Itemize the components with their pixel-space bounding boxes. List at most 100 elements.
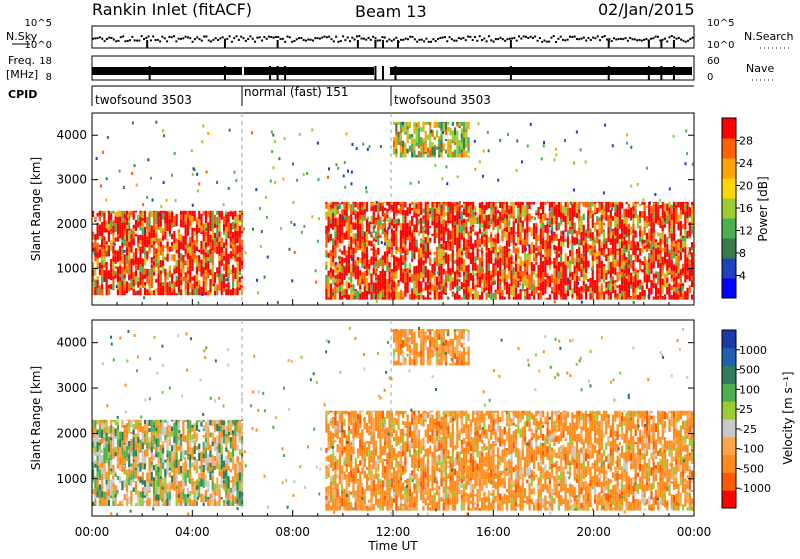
power-echo: [291, 279, 293, 282]
velocity-cell: [133, 420, 135, 422]
velocity-cell: [119, 477, 121, 484]
power-cell: [465, 205, 467, 211]
velocity-cell: [155, 464, 157, 470]
velocity-cell: [117, 476, 119, 480]
power-cell: [214, 276, 216, 283]
power-cell: [151, 245, 153, 248]
power-cell: [157, 211, 159, 212]
velocity-cell: [115, 420, 117, 425]
power-cell: [671, 275, 673, 279]
power-cell: [635, 202, 637, 204]
power-cell: [533, 245, 535, 253]
power-cell: [465, 227, 467, 234]
velocity-cell: [171, 431, 173, 437]
power-echo: [488, 149, 490, 152]
velocity-cell: [216, 478, 218, 487]
power-cell: [225, 287, 227, 289]
power-cell: [598, 251, 600, 255]
velocity-cell: [97, 452, 99, 456]
cpid-segment-2: normal (fast) 151: [244, 85, 348, 99]
power-cell: [682, 248, 684, 252]
power-cell: [456, 259, 458, 266]
power-cell: [513, 288, 515, 297]
power-cell: [212, 273, 214, 282]
power-cell: [207, 269, 209, 272]
power-echo: [356, 147, 358, 150]
velocity-cell: [99, 450, 101, 459]
power-cell: [346, 220, 348, 223]
power-cell: [146, 237, 148, 240]
nsky-point: [268, 36, 270, 38]
velocity-cell: [214, 420, 216, 421]
velocity-cell: [227, 489, 229, 492]
nsky-point: [171, 36, 173, 38]
power-cell: [470, 202, 472, 205]
velocity-cell: [151, 454, 153, 456]
power-cell: [388, 208, 390, 210]
power-cell: [409, 273, 411, 277]
power-cell: [508, 284, 510, 287]
power-cell: [214, 215, 216, 224]
power-cell: [139, 247, 141, 249]
power-cell: [626, 278, 628, 286]
power-cell: [628, 260, 630, 264]
power-cell: [517, 234, 519, 237]
velocity-cell: [162, 503, 164, 506]
power-cell: [682, 224, 684, 229]
power-cell: [440, 229, 442, 235]
power-cell: [440, 295, 442, 300]
power-cell: [623, 261, 625, 265]
power-echo: [582, 269, 584, 272]
power-cell: [438, 122, 440, 128]
power-cell: [386, 256, 388, 265]
power-cell: [601, 292, 603, 295]
power-cell: [422, 127, 424, 130]
power-cell: [103, 213, 105, 220]
power-cell: [355, 219, 357, 223]
velocity-cell: [196, 420, 198, 421]
power-echo: [160, 205, 162, 208]
power-cell: [440, 248, 442, 256]
velocity-cell: [196, 446, 198, 450]
power-cell: [506, 212, 508, 214]
power-cell: [515, 248, 517, 254]
power-cell: [626, 292, 628, 300]
power-cell: [447, 248, 449, 251]
power-cell: [203, 230, 205, 237]
power-cell: [612, 216, 614, 221]
power-cell: [551, 218, 553, 223]
power-cell: [662, 209, 664, 216]
power-cell: [370, 216, 372, 220]
power-cell: [594, 250, 596, 253]
power-cell: [639, 217, 641, 223]
velocity-cell: [166, 457, 168, 461]
power-cell: [218, 234, 220, 238]
power-cell: [436, 247, 438, 251]
power-cell: [648, 288, 650, 295]
nsky-point: [321, 37, 323, 39]
power-cell: [205, 279, 207, 284]
velocity-cell: [130, 439, 132, 446]
power-cell: [108, 245, 110, 248]
power-cell: [628, 298, 630, 300]
power-cell: [684, 229, 686, 235]
nsky-point: [337, 41, 339, 43]
power-cell: [162, 252, 164, 260]
velocity-cell: [185, 467, 187, 473]
power-cell: [144, 269, 146, 275]
velocity-cell: [225, 456, 227, 460]
nsky-point: [361, 38, 363, 40]
power-cell: [169, 281, 171, 286]
power-echo: [420, 248, 422, 251]
power-cell: [334, 218, 336, 225]
power-cell: [671, 260, 673, 266]
velocity-cell: [203, 494, 205, 502]
power-cell: [404, 237, 406, 242]
power-cell: [580, 286, 582, 292]
velocity-cell: [169, 500, 171, 506]
power-cell: [463, 207, 465, 209]
power-cell: [377, 220, 379, 226]
velocity-cell: [191, 463, 193, 468]
power-echo: [196, 173, 198, 176]
velocity-cell: [173, 482, 175, 491]
